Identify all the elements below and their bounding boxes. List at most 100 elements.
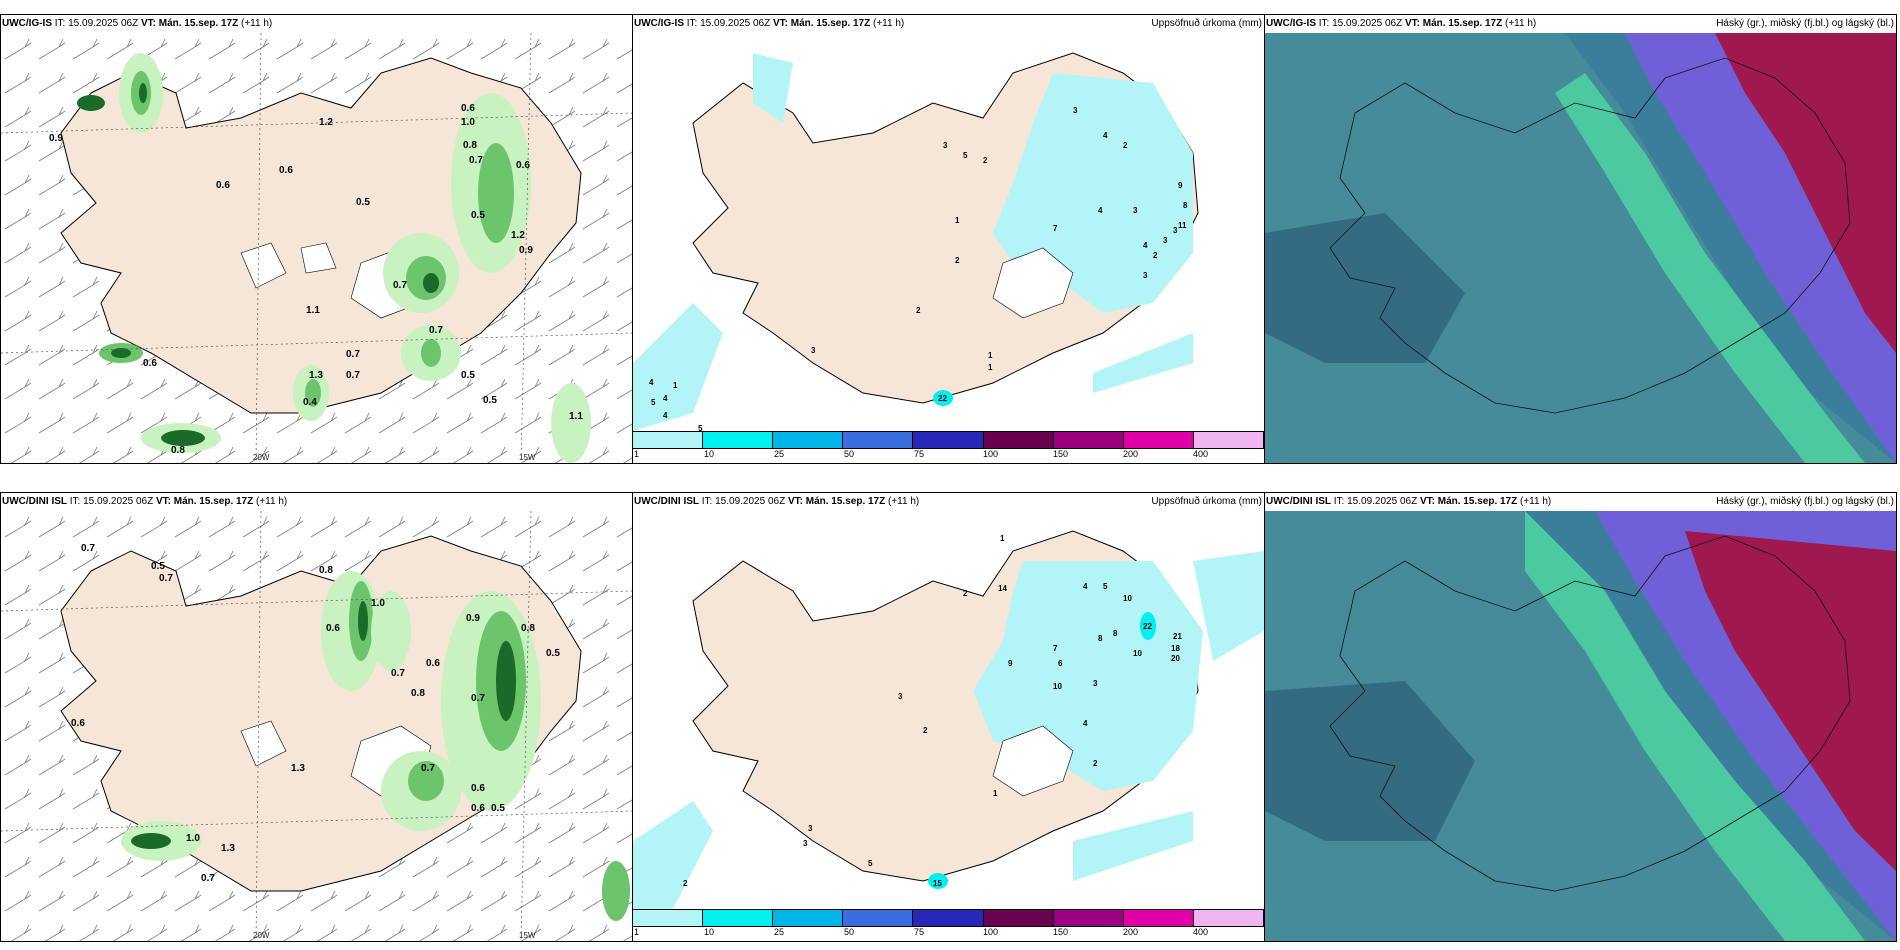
val: 0.8 (411, 688, 425, 699)
val: 7 (1053, 644, 1058, 653)
legend-swatch (1193, 432, 1264, 448)
legend-label: 100 (983, 449, 999, 459)
val: 4 (649, 378, 654, 387)
val: 22 (938, 394, 947, 403)
cloud-mid-green (1555, 73, 1865, 463)
val: 18 (1171, 644, 1180, 653)
val: 1.0 (186, 833, 200, 844)
val: 3 (803, 839, 808, 848)
graticule (1, 33, 632, 463)
val: 0.7 (421, 763, 435, 774)
val: 0.8 (171, 445, 185, 456)
val: 3 (1143, 271, 1148, 280)
field-title: Háský (gr.), miðský (fj.bl.) og lágský (… (1716, 18, 1894, 29)
precip-legend: 1 10 25 50 75 100 150 200 400 (633, 909, 1264, 941)
glacier (992, 247, 1074, 319)
val: 2 (963, 589, 968, 598)
val: 0.7 (471, 693, 485, 704)
val: 10 (1053, 682, 1062, 691)
val: 3 (898, 692, 903, 701)
val: 0.4 (303, 397, 317, 408)
legend-label: 75 (914, 449, 925, 459)
val: 0.7 (81, 543, 95, 554)
legend-swatch (1123, 432, 1194, 448)
val: 5 (963, 151, 968, 160)
val: 0.6 (326, 623, 340, 634)
val: 3 (943, 141, 948, 150)
legend-label: 1 (634, 927, 640, 937)
val: 0.5 (471, 210, 485, 221)
cloud-high-dense (1685, 531, 1896, 871)
val: 0.7 (469, 155, 483, 166)
panel-top-middle-precip: UWC/IG-IS IT: 15.09.2025 06Z VT: Mán. 15… (632, 14, 1265, 464)
panel-title: UWC/DINI ISL IT: 15.09.2025 06Z VT: Mán.… (1266, 496, 1552, 507)
val: 5 (651, 398, 656, 407)
val: 8 (1183, 201, 1188, 210)
val: 0.7 (429, 325, 443, 336)
val: 2 (1153, 251, 1158, 260)
val: 4 (1083, 719, 1088, 728)
val: 6 (1058, 659, 1063, 668)
val: 1.1 (569, 411, 583, 422)
val: 1.3 (221, 843, 235, 854)
val: 2 (683, 879, 688, 888)
val: 1.3 (309, 370, 323, 381)
val: 0.9 (466, 613, 480, 624)
lon-label: 20W (253, 453, 270, 462)
val: 1.2 (511, 230, 525, 241)
legend-label: 50 (844, 449, 855, 459)
precip-cyan-strong (933, 390, 953, 406)
field-title: Uppsöfnuð úrkoma (mm) (1151, 18, 1262, 29)
map-cloud-cover (1265, 33, 1896, 463)
map-accumulated-precip: 14 4 5 10 22 21 18 20 8 8 10 7 6 9 10 3 … (633, 530, 1264, 909)
val: 1.0 (371, 598, 385, 609)
panel-top-right-clouds: UWC/IG-IS IT: 15.09.2025 06Z VT: Mán. 15… (1264, 14, 1897, 464)
glacier (992, 725, 1074, 797)
val: 0.5 (461, 370, 475, 381)
legend-label: 200 (1123, 449, 1139, 459)
val: 8 (1098, 634, 1103, 643)
cloud-mid-green (1525, 511, 1865, 941)
precip-values: 3 4 5 4 3 5 2 1 2 2 3 4 7 4 3 3 2 9 8 11… (649, 106, 1188, 431)
val: 4 (1083, 582, 1088, 591)
legend-label: 10 (704, 927, 715, 937)
legend-swatch (633, 432, 704, 448)
legend-label: 1 (634, 449, 640, 459)
val: 3 (1093, 679, 1098, 688)
val: 0.6 (426, 658, 440, 669)
val: 22 (1143, 622, 1152, 631)
legend-colorbar (633, 431, 1264, 449)
legend-swatch (1193, 910, 1264, 926)
legend-label: 100 (983, 927, 999, 937)
graticule (1, 511, 632, 941)
val: 0.9 (519, 245, 533, 256)
panel-bottom-left-wind-cloud: UWC/DINI ISL IT: 15.09.2025 06Z VT: Mán.… (0, 492, 633, 942)
legend-swatch (913, 432, 984, 448)
val: 10 (1123, 594, 1132, 603)
precip-green (121, 571, 630, 921)
val: 0.7 (393, 280, 407, 291)
field-title: Uppsöfnuð úrkoma (mm) (1151, 496, 1262, 507)
val: 1 (993, 789, 998, 798)
legend-swatch (773, 910, 844, 926)
val: 0.6 (216, 180, 230, 191)
precip-green (77, 53, 591, 463)
legend-label: 400 (1193, 927, 1209, 937)
val: 0.5 (151, 561, 165, 572)
legend-label: 25 (774, 449, 785, 459)
legend-label: 50 (844, 927, 855, 937)
val: 3 (811, 346, 816, 355)
panel-title: UWC/DINI ISL IT: 15.09.2025 06Z VT: Mán.… (2, 496, 288, 507)
val: 0.6 (471, 783, 485, 794)
legend-label: 75 (914, 927, 925, 937)
val: 0.6 (71, 718, 85, 729)
val: 5 (698, 424, 703, 431)
legend-label: 150 (1053, 449, 1069, 459)
val: 0.7 (159, 573, 173, 584)
lon-label: 15W (519, 931, 536, 940)
val: 1.3 (291, 763, 305, 774)
field-title: Háský (gr.), miðský (fj.bl.) og lágský (… (1716, 496, 1894, 507)
val: 2 (983, 156, 988, 165)
map-wind-precip: 0.7 0.5 0.7 0.8 0.6 1.0 0.7 0.6 0.9 0.8 … (1, 511, 632, 941)
legend-label: 25 (774, 927, 785, 937)
